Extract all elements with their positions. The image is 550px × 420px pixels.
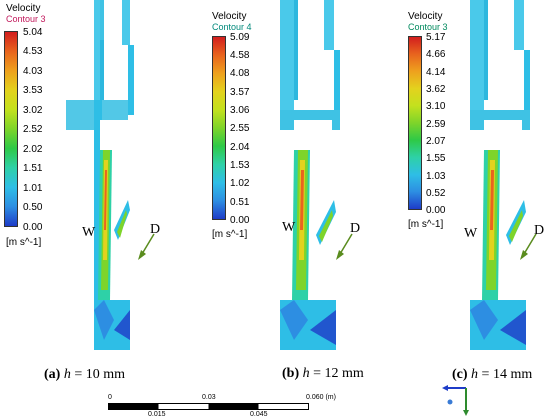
legend-level: 0.52 [426,188,446,199]
legend-title: Velocity [6,3,41,14]
legend-level: 3.53 [23,85,43,96]
legend-level: 3.10 [426,101,446,112]
legend-level: 1.53 [230,160,250,171]
caption-panel-a: (a) h = 10 mm [44,367,125,383]
legend-level: 3.62 [426,84,446,95]
scale-tick-label: 0 [108,394,112,401]
legend-unit: [m s^-1] [6,237,42,248]
legend-level: 2.55 [230,123,250,134]
legend-level: 5.04 [23,27,43,38]
legend-level: 4.03 [23,66,43,77]
legend-unit: [m s^-1] [408,219,444,230]
contour-panel-a [66,0,134,350]
legend-subtitle: Contour 3 [408,22,448,32]
arrow-d-panel-a [138,233,155,260]
caption-panel-b: (b) h = 12 mm [282,366,364,382]
scale-bar: 0 0.03 0.060 (m) 0.015 0.045 [108,394,358,418]
scale-bar-graphic [108,403,309,410]
legend-level: 5.17 [426,32,446,43]
label-w-panel-b: W [282,220,296,235]
legend-level: 1.51 [23,163,43,174]
caption-value: = 12 mm [309,366,364,381]
legend-level: 1.03 [426,171,446,182]
legend-level: 2.02 [23,144,43,155]
arrow-d-panel-c [520,233,537,260]
caption-panel-c: (c) h = 14 mm [452,367,532,383]
legend-level: 3.57 [230,87,250,98]
legend-unit: [m s^-1] [212,229,248,240]
caption-value: = 14 mm [478,367,533,382]
legend-title: Velocity [408,11,443,22]
caption-value: = 10 mm [70,367,126,382]
scale-tick-label: 0.060 (m) [306,394,336,401]
legend-colorbar [408,36,422,210]
legend-level: 2.04 [230,142,250,153]
legend-level: 0.00 [230,215,250,226]
legend-level: 0.00 [23,222,43,233]
legend-level: 0.50 [23,202,43,213]
legend-level: 1.02 [230,178,250,189]
legend-level: 4.14 [426,67,446,78]
legend-level: 5.09 [230,32,250,43]
legend-subtitle: Contour 4 [212,22,252,32]
legend-level: 3.06 [230,105,250,116]
legend-title: Velocity [212,11,247,22]
contour-panel-b [280,0,340,350]
label-d-panel-a: D [150,222,161,237]
legend-level: 3.02 [23,105,43,116]
legend-level: 0.00 [426,205,446,216]
scale-tick-label: 0.03 [202,394,216,401]
legend-panel-c: Velocity Contour 3 5.17 4.66 4.14 3.62 3… [408,11,468,230]
caption-var: h [63,367,71,382]
scale-tick-label: 0.015 [148,411,166,418]
legend-colorbar [212,36,226,220]
caption-letter: (a) [44,367,61,382]
legend-colorbar [4,31,18,227]
legend-level: 4.58 [230,50,250,61]
legend-subtitle: Contour 3 [6,14,46,24]
axis-triad [442,385,469,416]
caption-var: h [302,366,310,381]
legend-level: 2.07 [426,136,446,147]
legend-level: 2.52 [23,124,43,135]
legend-level: 4.08 [230,68,250,79]
arrow-d-panel-b [336,233,353,260]
contour-panel-c [470,0,530,350]
label-w-panel-a: W [82,225,96,240]
legend-level: 4.53 [23,46,43,57]
legend-level: 1.55 [426,153,446,164]
legend-level: 4.66 [426,49,446,60]
legend-level: 0.51 [230,197,250,208]
caption-letter: (b) [282,366,300,381]
legend-panel-b: Velocity Contour 4 5.09 4.58 4.08 3.57 3… [212,12,272,242]
scale-tick-label: 0.045 [250,411,268,418]
legend-level: 1.01 [23,183,43,194]
label-w-panel-c: W [464,226,478,241]
caption-letter: (c) [452,367,468,382]
legend-panel-a: Velocity Contour 3 5.04 4.53 4.03 3.53 3… [4,4,64,250]
label-d-panel-c: D [534,223,545,238]
label-d-panel-b: D [350,221,361,236]
legend-level: 2.59 [426,119,446,130]
caption-var: h [471,367,479,382]
